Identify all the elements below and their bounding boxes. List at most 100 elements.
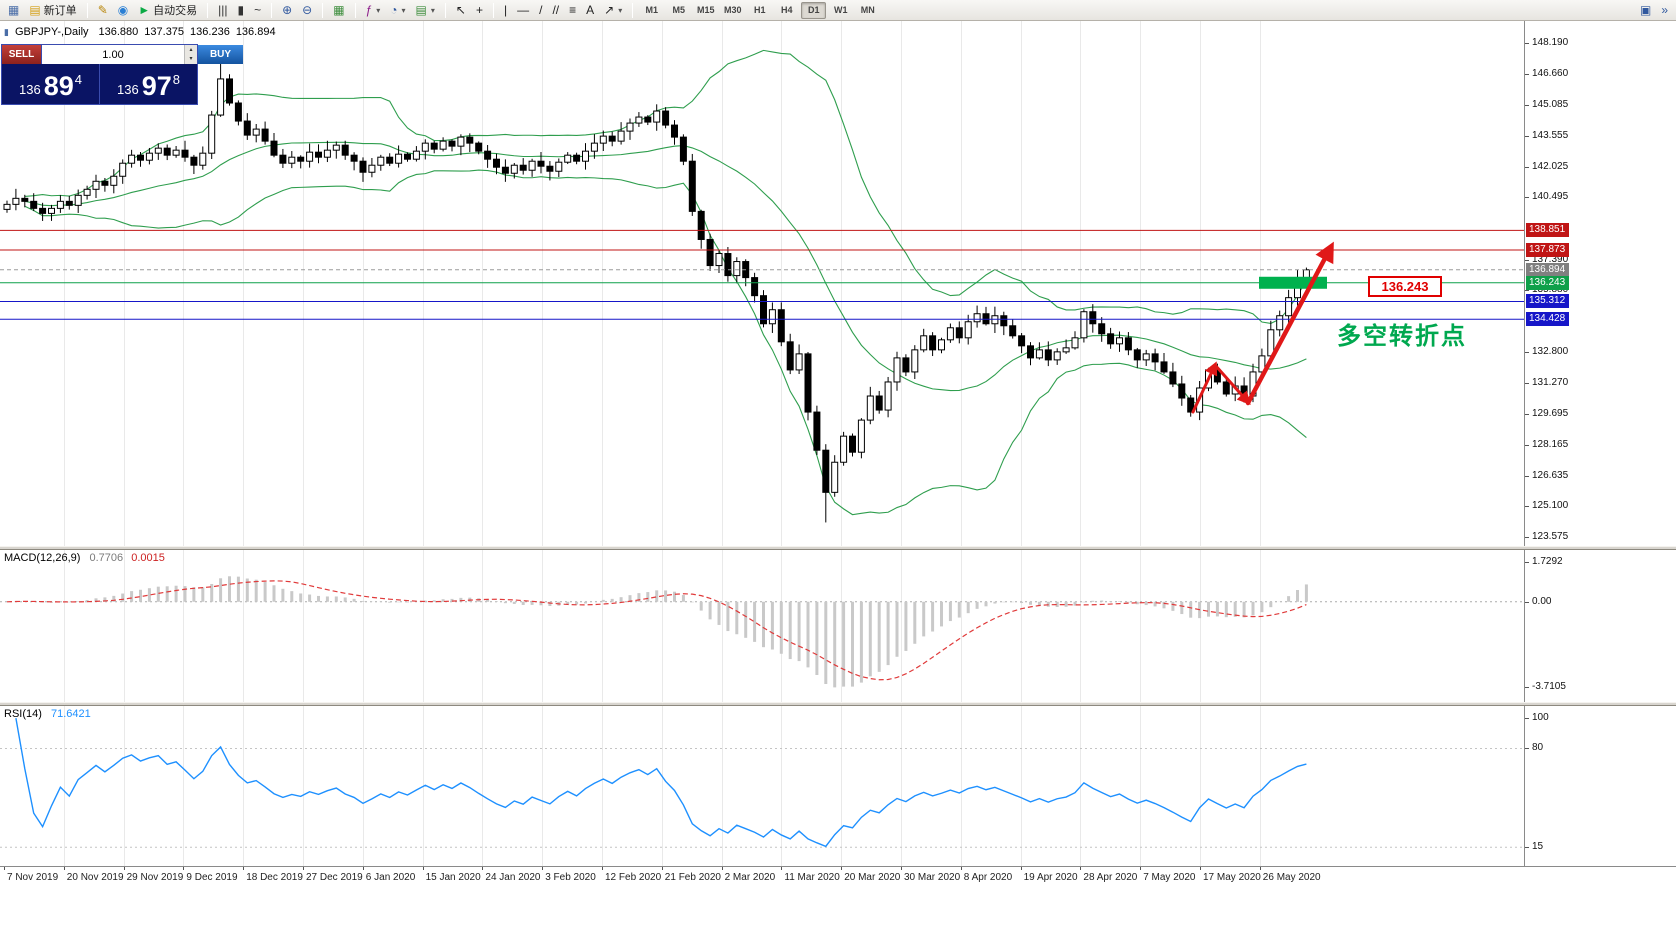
vertical-line-button[interactable]: | bbox=[499, 1, 512, 19]
line-chart-button[interactable]: ~ bbox=[249, 1, 266, 19]
timeframe-m30-button[interactable]: M30 bbox=[723, 5, 742, 15]
arrows-icon: ↗ bbox=[604, 3, 615, 17]
price-scale[interactable]: 148.190 146.660 145.085 143.555 142.025 140.4… bbox=[1524, 21, 1676, 546]
indicators-icon: ƒ bbox=[365, 3, 373, 17]
timeframe-w1-button[interactable]: W1 bbox=[833, 5, 848, 15]
auto-trading-button-label: 自动交易 bbox=[153, 5, 198, 17]
toolbar-separator bbox=[354, 2, 356, 18]
date-tick bbox=[1140, 867, 1142, 870]
bar-chart-button[interactable]: ||| bbox=[213, 1, 232, 19]
date-label: 8 Apr 2020 bbox=[963, 872, 1013, 883]
tile-windows-button[interactable]: ▦ bbox=[328, 1, 349, 19]
rsi-canvas[interactable] bbox=[0, 706, 1524, 866]
scale-label: -3.7105 bbox=[1532, 681, 1566, 692]
scale-label: 140.495 bbox=[1532, 191, 1569, 202]
scale-tick bbox=[1525, 476, 1529, 477]
scale-tick bbox=[1525, 445, 1529, 446]
macd-canvas[interactable] bbox=[0, 550, 1524, 702]
community-button[interactable]: ◉ bbox=[113, 1, 133, 19]
trendline-button[interactable]: / bbox=[534, 1, 547, 19]
cursor-button[interactable]: ↖ bbox=[451, 1, 471, 19]
date-label: 26 May 2020 bbox=[1262, 872, 1321, 883]
horizontal-line-icon: — bbox=[517, 3, 530, 17]
price-chart-panel[interactable]: ▮ GBPJPY-,Daily 136.880 137.375 136.236 … bbox=[0, 21, 1524, 546]
date-label: 20 Mar 2020 bbox=[844, 872, 901, 883]
arrows-button[interactable]: ↗ ▾ bbox=[599, 1, 627, 19]
timeframe-m5-button[interactable]: M5 bbox=[672, 5, 685, 15]
sell-price-prefix: 136 bbox=[19, 82, 41, 97]
timeframe-m15-button[interactable]: M15 bbox=[696, 5, 715, 15]
chevron-down-icon: ▾ bbox=[618, 5, 623, 15]
volume-up-button[interactable]: ▴ bbox=[185, 45, 197, 55]
date-label: 9 Dec 2019 bbox=[186, 872, 238, 883]
new-order-button[interactable]: ▤ 新订单 bbox=[24, 1, 81, 19]
chart-symbol-label: GBPJPY-,Daily bbox=[14, 26, 89, 38]
timeframe-d1-button[interactable]: D1 bbox=[801, 1, 827, 19]
date-tick bbox=[542, 867, 544, 870]
date-tick bbox=[482, 867, 484, 870]
chart-shift-button[interactable]: ▣ bbox=[1635, 1, 1656, 19]
date-label: 24 Jan 2020 bbox=[485, 872, 541, 883]
scale-tick bbox=[1525, 414, 1529, 415]
date-tick bbox=[303, 867, 304, 870]
rsi-header: RSI(14) 71.6421 bbox=[4, 708, 91, 720]
scale-tick bbox=[1525, 718, 1529, 719]
date-label: 15 Jan 2020 bbox=[425, 872, 481, 883]
indicators-button[interactable]: ƒ ▾ bbox=[361, 1, 386, 19]
date-label: 6 Jan 2020 bbox=[365, 872, 416, 883]
vertical-line-icon: | bbox=[503, 3, 508, 17]
horizontal-line-button[interactable]: — bbox=[512, 1, 534, 19]
turning-point-label[interactable]: 多空转折点 bbox=[1337, 323, 1467, 350]
scale-label: 123.575 bbox=[1532, 531, 1569, 542]
new-chart-button[interactable]: ▦ bbox=[3, 1, 24, 19]
templates-button[interactable]: ▤ ▾ bbox=[411, 1, 440, 19]
scale-label: 142.025 bbox=[1532, 161, 1569, 172]
trendline-icon: / bbox=[539, 3, 543, 17]
rsi-panel[interactable]: RSI(14) 71.6421 bbox=[0, 706, 1524, 866]
text-button[interactable]: A bbox=[581, 1, 599, 19]
timeframe-mn-button[interactable]: MN bbox=[860, 5, 875, 15]
scale-label: 0.00 bbox=[1532, 596, 1552, 607]
date-tick bbox=[1259, 867, 1261, 870]
buy-button[interactable]: BUY bbox=[198, 45, 243, 64]
zoom-in-button[interactable]: ⊕ bbox=[277, 1, 297, 19]
auto-trading-button[interactable]: ► 自动交易 bbox=[133, 1, 202, 19]
panel-separator[interactable] bbox=[0, 702, 1676, 706]
ohlc-close: 136.894 bbox=[235, 26, 276, 38]
scale-label: 126.635 bbox=[1532, 470, 1569, 481]
volume-input[interactable] bbox=[42, 45, 184, 64]
timeframe-h1-button[interactable]: H1 bbox=[753, 5, 766, 15]
timeframe-h4-button[interactable]: H4 bbox=[780, 5, 793, 15]
panel-separator[interactable] bbox=[0, 546, 1676, 550]
scale-label: 132.800 bbox=[1532, 346, 1569, 357]
scale-label: 137.390 bbox=[1532, 254, 1569, 265]
candlestick-button[interactable]: ▮ bbox=[232, 1, 249, 19]
new-order-icon: ▤ bbox=[29, 3, 41, 17]
scale-tick bbox=[1525, 383, 1529, 384]
date-label: 28 Apr 2020 bbox=[1083, 872, 1138, 883]
auto-trading-icon: ► bbox=[138, 3, 151, 17]
crosshair-button[interactable]: + bbox=[471, 1, 488, 19]
zoom-out-button[interactable]: ⊖ bbox=[297, 1, 317, 19]
periods-button[interactable]: ◔ ▾ bbox=[385, 1, 410, 19]
volume-spinner: ▴ ▾ bbox=[184, 45, 197, 64]
channel-button[interactable]: // bbox=[547, 1, 564, 19]
volume-down-button[interactable]: ▾ bbox=[185, 54, 197, 64]
rsi-scale[interactable]: 100 80 15 bbox=[1524, 706, 1676, 866]
price-callout-box[interactable]: 136.243 bbox=[1368, 276, 1442, 297]
volume-up-icon: ▴ bbox=[189, 46, 193, 53]
toolbar-right-group: ▣» bbox=[1635, 1, 1673, 19]
metaeditor-button[interactable]: ✎ bbox=[93, 1, 113, 19]
macd-panel[interactable]: MACD(12,26,9) 0.7706 0.0015 bbox=[0, 550, 1524, 702]
fibonacci-button[interactable]: ≡ bbox=[564, 1, 581, 19]
date-label: 20 Nov 2019 bbox=[66, 872, 124, 883]
timeframe-m1-button[interactable]: M1 bbox=[645, 5, 658, 15]
date-axis[interactable]: 7 Nov 2019 20 Nov 2019 29 Nov 2019 9 Dec 20… bbox=[0, 866, 1676, 886]
price-divider bbox=[99, 64, 100, 104]
macd-scale[interactable]: 1.7292 0.00 -3.7105 bbox=[1524, 550, 1676, 702]
scale-tick bbox=[1525, 847, 1529, 848]
sell-button[interactable]: SELL bbox=[2, 45, 41, 64]
toolbar-options-button[interactable]: » bbox=[1656, 1, 1673, 19]
price-chart-canvas[interactable] bbox=[0, 21, 1524, 546]
scale-tick bbox=[1525, 687, 1529, 688]
